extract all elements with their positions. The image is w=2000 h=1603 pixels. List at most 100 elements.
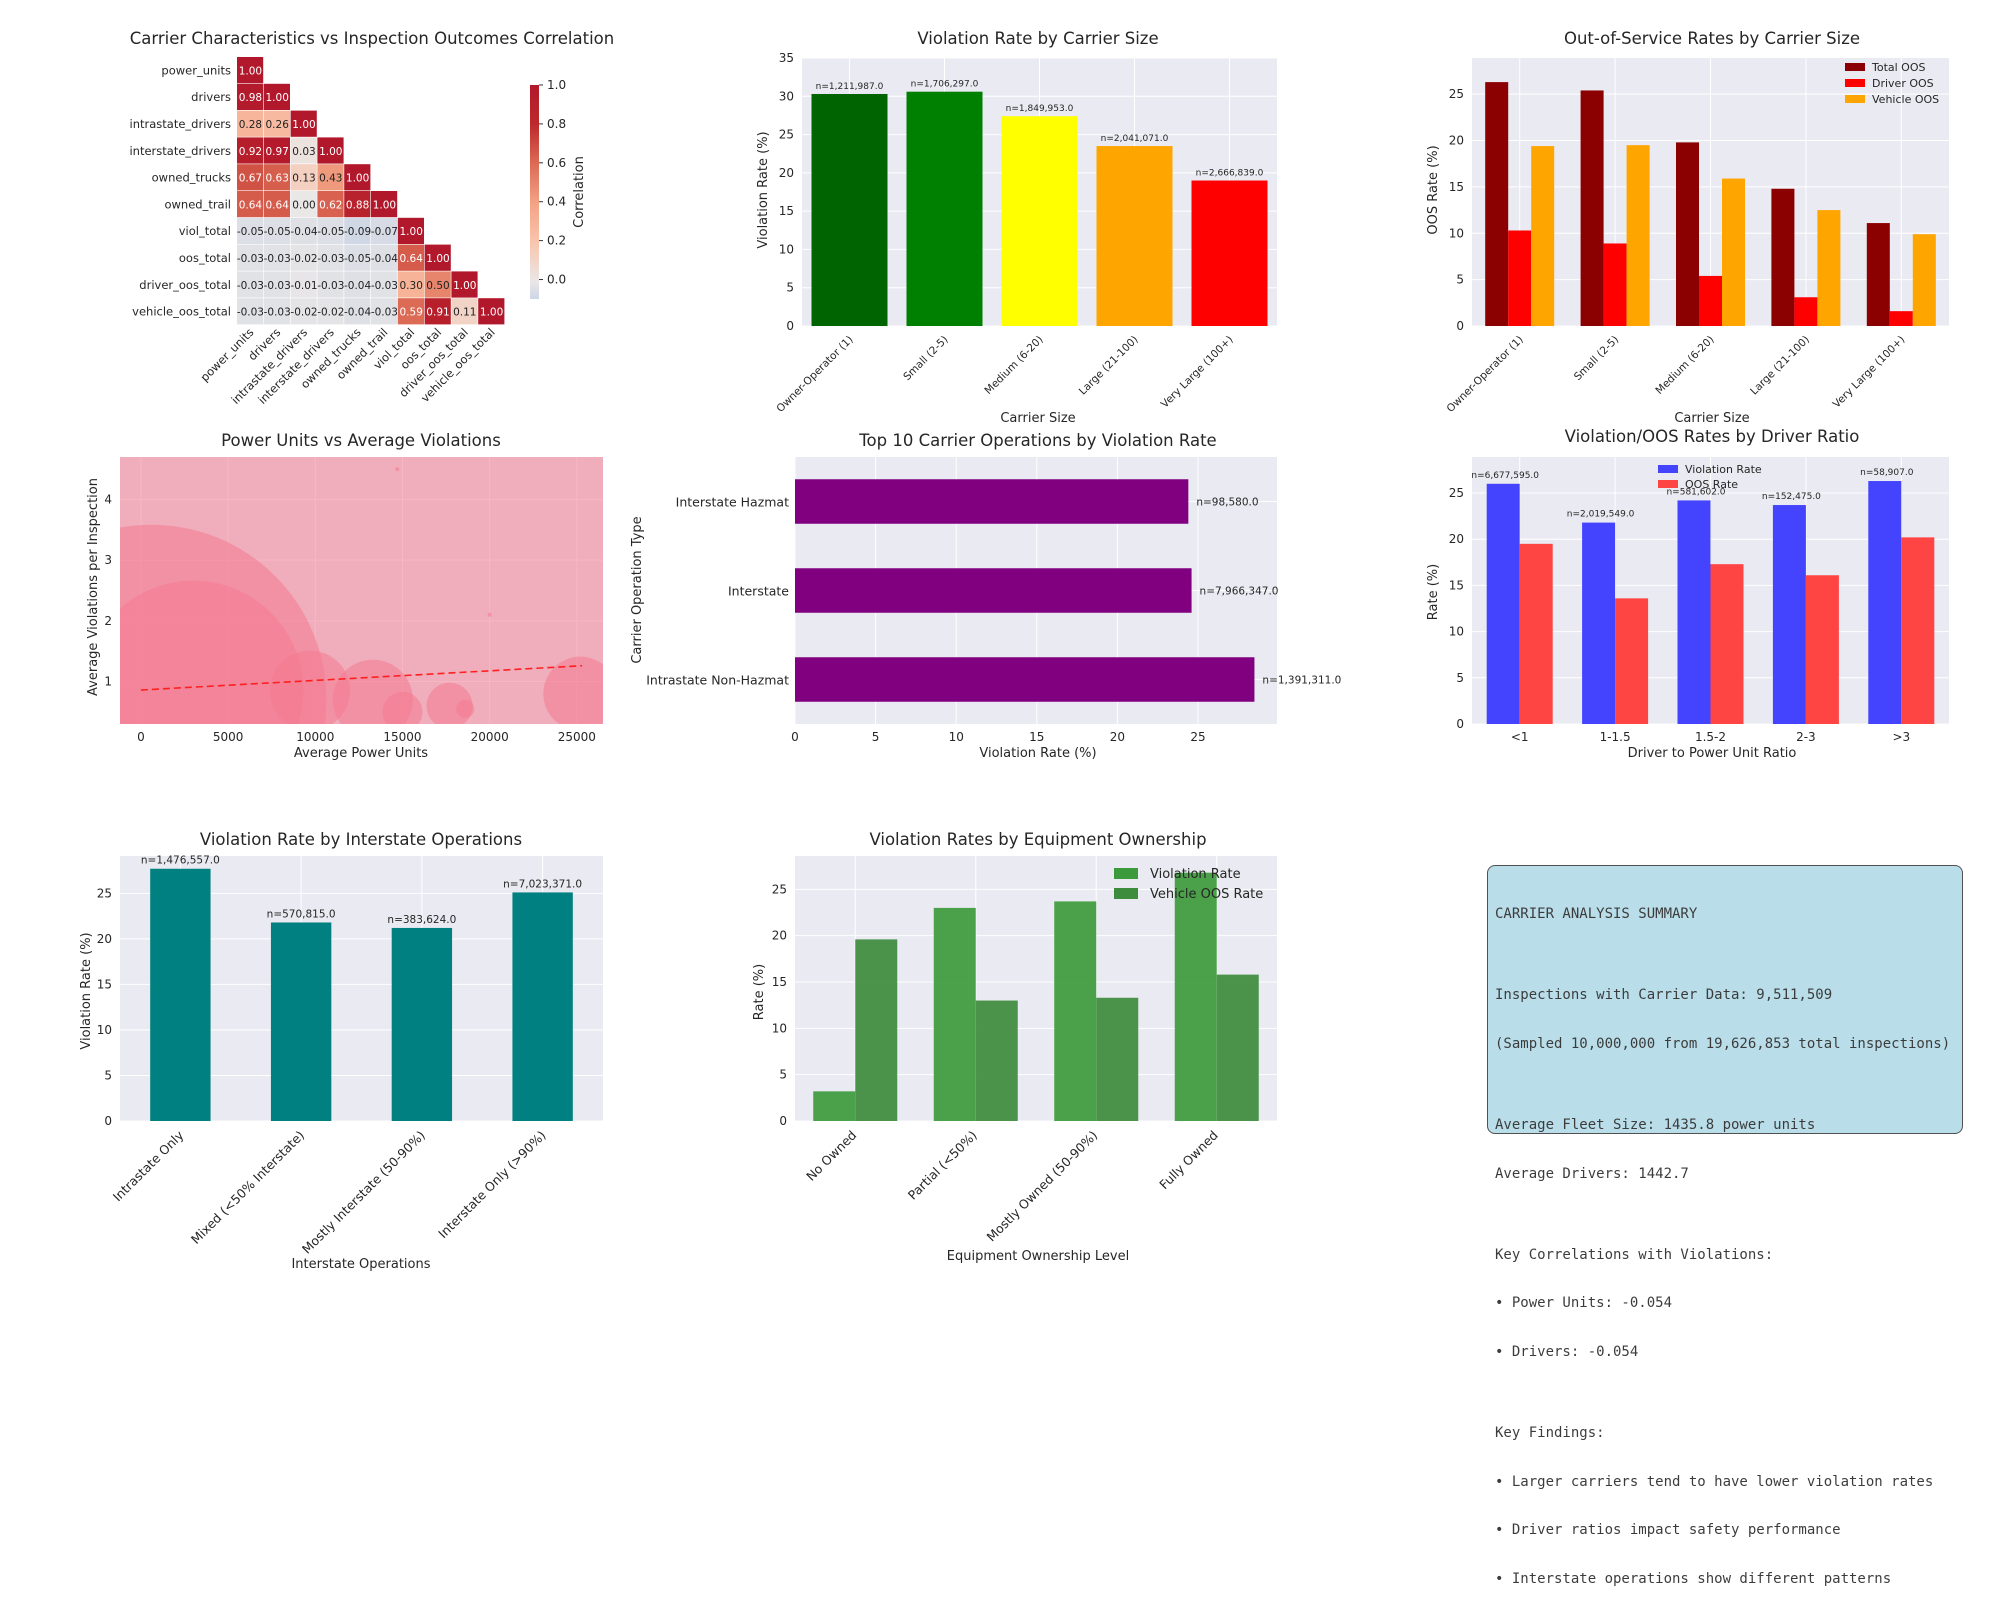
bar <box>1901 537 1935 724</box>
bar <box>1486 483 1520 724</box>
x-tick-label: Small (2-5) <box>901 334 950 383</box>
bar <box>1519 543 1553 724</box>
heatmap-cell <box>371 217 398 244</box>
heatmap-cell <box>344 217 371 244</box>
heatmap-cell <box>317 137 344 164</box>
bubble-point <box>456 699 475 718</box>
oos-by-size-plot: 0 5 10 15 20 25 Owner-Operator (1) Small (2-5) M… <box>1445 58 1949 415</box>
bar <box>1001 116 1078 327</box>
heatmap-value: 0.11 <box>453 307 476 319</box>
bar-count-label: n=58,907.0 <box>1860 468 1914 478</box>
heatmap-row-label: oos_total <box>179 251 231 265</box>
bar <box>813 1091 856 1121</box>
bar <box>1582 522 1616 724</box>
bar <box>1174 872 1217 1121</box>
driver-ratio-xlabel: Driver to Power Unit Ratio <box>1628 746 1797 761</box>
x-tick-label: Large (21-100) <box>1077 334 1141 398</box>
x-tick-label: 15 <box>1029 730 1044 744</box>
x-tick-label: 0 <box>137 730 145 744</box>
heatmap-cell <box>397 217 424 244</box>
x-tick-label: 5 <box>872 730 880 744</box>
interstate-title: Violation Rate by Interstate Operations <box>200 830 522 849</box>
heatmap-cell <box>263 83 290 110</box>
heatmap-value: 0.28 <box>239 119 262 131</box>
bar-count-label: n=98,580.0 <box>1196 497 1258 509</box>
heatmap-cell <box>317 191 344 218</box>
heatmap-value: -0.03 <box>264 280 291 292</box>
heatmap-row-label: drivers <box>191 90 231 104</box>
carrier-operations-plot: 0 5 10 15 20 25 n=98,580.0 Interstate Hazmat n=7… <box>646 457 1341 744</box>
y-tick-label: 5 <box>1456 273 1464 287</box>
bubble-xlabel: Average Power Units <box>294 746 428 761</box>
x-tick-label: Very Large (100+) <box>1831 334 1908 411</box>
heatmap-cell <box>263 191 290 218</box>
heatmap-cell <box>317 271 344 298</box>
heatmap-cell <box>290 137 317 164</box>
ownership-plot: 0 5 10 15 20 25 No Owned Partial (<50%) Mostly O… <box>772 856 1277 1244</box>
violation-by-size-xlabel: Carrier Size <box>1000 411 1075 426</box>
y-tick-label: 0 <box>104 1114 112 1128</box>
legend-label: Violation Rate <box>1685 463 1762 476</box>
bubble-ylabel: Average Violations per Inspection <box>86 478 101 696</box>
heatmap-value: -0.03 <box>371 307 398 319</box>
oos-by-size-title: Out-of-Service Rates by Carrier Size <box>1564 29 1860 48</box>
x-tick-label: Partial (<50%) <box>905 1128 980 1203</box>
bubble-point <box>382 691 423 724</box>
bar-count-label: n=2,019,549.0 <box>1567 510 1635 520</box>
heatmap-value: -0.05 <box>264 226 291 238</box>
heatmap-value: -0.03 <box>264 307 291 319</box>
heatmap-cell <box>263 217 290 244</box>
y-tick-label: 15 <box>1449 180 1464 194</box>
x-tick-label: Large (21-100) <box>1748 334 1812 398</box>
bar <box>1485 82 1509 327</box>
heatmap-cell <box>317 244 344 271</box>
x-tick-label: 15000 <box>383 730 421 744</box>
heatmap-value: -0.03 <box>317 280 344 292</box>
bar <box>1722 178 1745 326</box>
heatmap-value: -0.09 <box>344 226 371 238</box>
summary-line: • Interstate operations show different p… <box>1495 1570 1892 1587</box>
heatmap-cell <box>237 271 264 298</box>
heatmap-value: -0.03 <box>237 307 264 319</box>
x-tick-label: 0 <box>791 730 799 744</box>
bar <box>1531 146 1555 326</box>
carrier-operations-xlabel: Violation Rate (%) <box>979 746 1096 761</box>
bar-count-label: n=2,666,839.0 <box>1196 169 1264 179</box>
colorbar-bar <box>530 85 539 299</box>
y-tick-label: 5 <box>104 1068 112 1082</box>
y-tick-label: 1 <box>104 675 112 689</box>
colorbar-label: Correlation <box>572 156 587 228</box>
x-tick-label: 10000 <box>296 730 334 744</box>
heatmap-value: 1.00 <box>346 173 369 185</box>
heatmap-row-label: interstate_drivers <box>129 144 231 158</box>
heatmap-row-label: owned_trail <box>164 197 231 211</box>
heatmap-cell <box>317 164 344 191</box>
ownership-ylabel: Rate (%) <box>752 964 767 1020</box>
heatmap-cell <box>451 271 478 298</box>
y-tick-label: 25 <box>97 886 112 900</box>
bar <box>1710 564 1744 724</box>
carrier-operations-title: Top 10 Carrier Operations by Violation R… <box>858 431 1216 450</box>
y-tick-label: 25 <box>779 128 794 142</box>
heatmap-row-label: power_units <box>161 63 231 77</box>
heatmap-row-label: vehicle_oos_total <box>132 305 231 319</box>
bar <box>512 892 573 1121</box>
bar-count-label: n=7,023,371.0 <box>503 878 582 890</box>
bar <box>1677 500 1711 724</box>
bar <box>1615 598 1649 724</box>
heatmap-cell <box>344 271 371 298</box>
bar <box>1772 505 1806 724</box>
y-tick-label: 15 <box>1449 578 1464 592</box>
y-tick-label: 0 <box>1456 717 1464 731</box>
legend-swatch <box>1114 888 1138 899</box>
trend-line <box>140 664 583 691</box>
heatmap-value: -0.05 <box>344 253 371 265</box>
bar <box>150 868 211 1121</box>
summary-line: • Drivers: -0.054 <box>1495 1343 1639 1360</box>
bar <box>270 922 332 1121</box>
bar <box>1096 146 1173 326</box>
bar <box>1096 997 1139 1121</box>
x-tick-label: Very Large (100+) <box>1159 334 1236 411</box>
y-tick-label: 0 <box>786 319 794 333</box>
heatmap-cell <box>290 110 317 137</box>
